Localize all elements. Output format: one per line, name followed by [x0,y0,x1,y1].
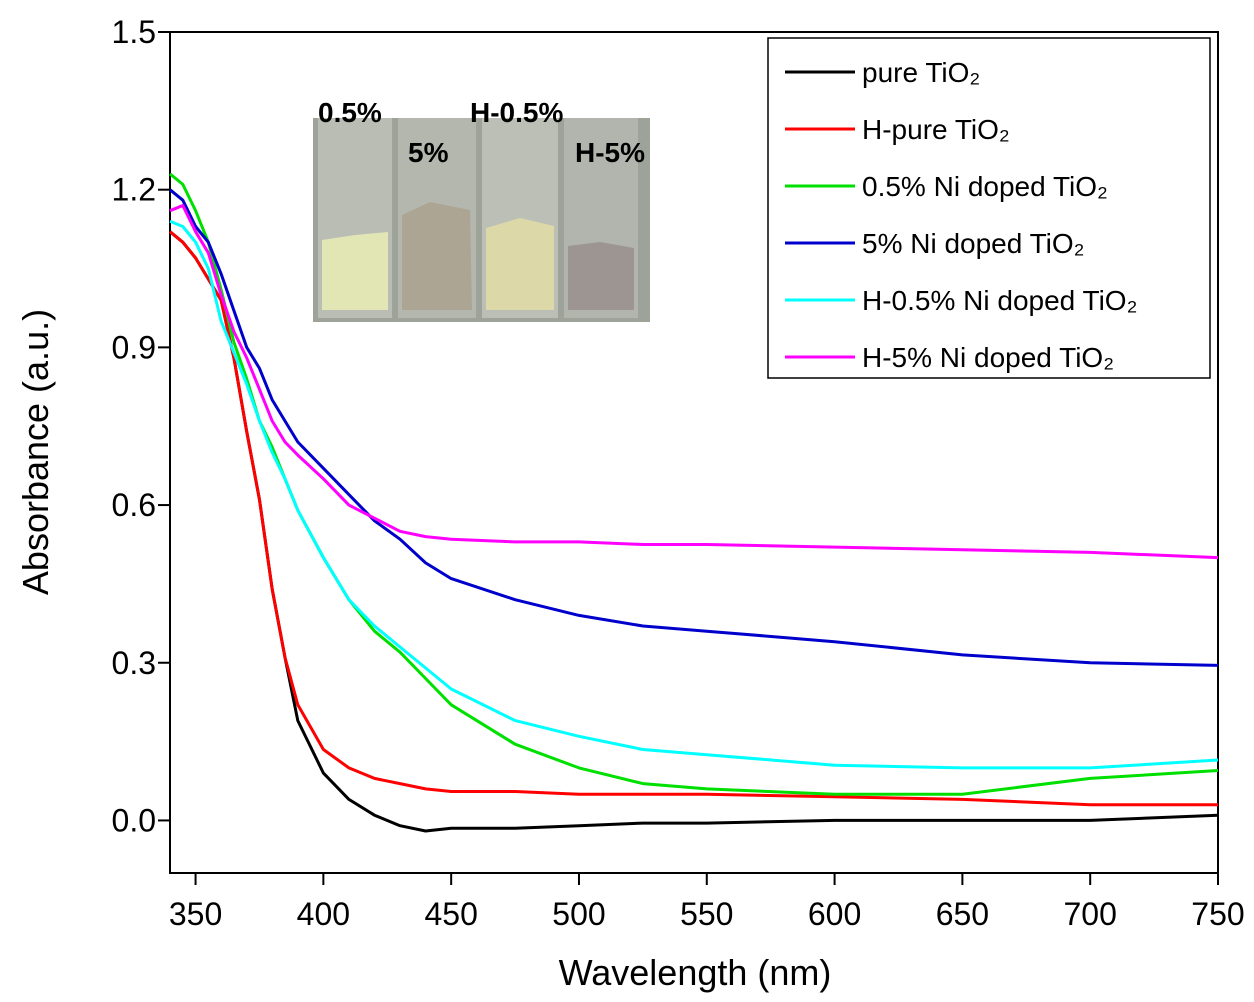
x-tick-label: 400 [297,896,350,932]
y-axis-label: Absorbance (a.u.) [15,309,56,595]
y-tick-label: 0.6 [112,487,156,523]
powder [402,202,472,310]
inset-label: 5% [408,137,449,168]
x-tick-label: 350 [169,896,222,932]
data-line [169,188,1219,667]
legend-label: 0.5% Ni doped TiO₂ [862,171,1108,202]
inset-label: H-5% [575,137,645,168]
legend-label: H-5% Ni doped TiO₂ [862,342,1114,373]
x-tick-label: 650 [936,896,989,932]
y-tick-label: 0.9 [112,329,156,365]
legend-label: H-pure TiO₂ [862,114,1010,145]
y-tick-label: 0.0 [112,802,156,838]
inset-label: 0.5% [318,97,382,128]
inset-label: H-0.5% [470,97,563,128]
x-tick-label: 550 [680,896,733,932]
y-tick-label: 1.2 [112,172,156,208]
data-line [169,204,1219,560]
x-tick-label: 600 [808,896,861,932]
data-line [169,219,1219,770]
y-tick-label: 0.3 [112,645,156,681]
x-tick-label: 750 [1191,896,1244,932]
powder [486,218,554,310]
x-tick-label: 700 [1063,896,1116,932]
inset-photo [313,118,650,322]
legend-label: 5% Ni doped TiO₂ [862,228,1085,259]
plot-lines [169,172,1219,833]
x-tick-label: 450 [424,896,477,932]
plot-frame [169,31,1219,874]
x-axis-label: Wavelength (nm) [559,952,832,993]
data-line [169,230,1218,807]
powder [322,232,388,310]
y-tick-label: 1.5 [112,14,156,50]
legend-label: H-0.5% Ni doped TiO₂ [862,285,1137,316]
x-tick-label: 500 [552,896,605,932]
legend-label: pure TiO₂ [862,57,980,88]
powder [568,242,634,310]
legend-box [767,37,1211,379]
